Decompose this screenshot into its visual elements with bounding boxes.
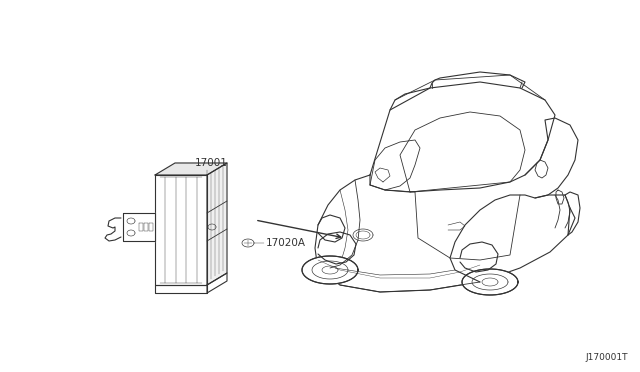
Polygon shape <box>302 256 358 284</box>
Polygon shape <box>242 239 254 247</box>
Polygon shape <box>155 175 207 285</box>
Polygon shape <box>462 269 518 295</box>
Text: 17001: 17001 <box>195 158 228 168</box>
Polygon shape <box>353 229 373 241</box>
Text: J170001T: J170001T <box>586 353 628 362</box>
Polygon shape <box>123 213 155 241</box>
Text: 17020A: 17020A <box>266 238 306 248</box>
Polygon shape <box>155 163 227 175</box>
Polygon shape <box>207 163 227 285</box>
